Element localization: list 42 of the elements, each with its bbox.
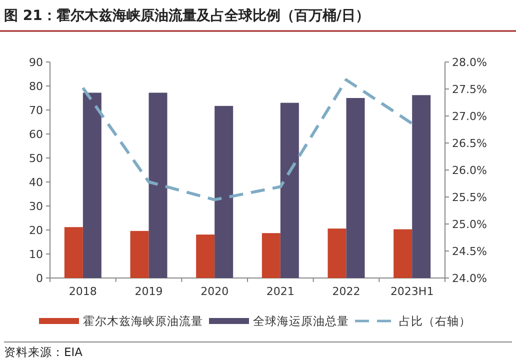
bar bbox=[196, 234, 215, 278]
bar bbox=[328, 228, 346, 278]
y2-tick-label: 25.5% bbox=[452, 191, 487, 204]
x-tick-label: 2020 bbox=[200, 285, 229, 298]
y2-tick-label: 25.0% bbox=[452, 218, 487, 231]
legend-label: 占比（右轴） bbox=[399, 314, 471, 328]
y-tick-label: 80 bbox=[29, 80, 43, 93]
bar bbox=[394, 229, 412, 278]
y-tick-label: 60 bbox=[29, 128, 43, 141]
legend-label: 霍尔木兹海峡原油流量 bbox=[83, 314, 203, 328]
y-tick-label: 70 bbox=[29, 104, 43, 117]
y-tick-label: 20 bbox=[29, 224, 43, 237]
bar bbox=[214, 106, 234, 278]
y2-tick-label: 24.5% bbox=[452, 245, 487, 258]
y-tick-label: 10 bbox=[29, 248, 43, 261]
bar bbox=[346, 98, 365, 278]
y-tick-label: 30 bbox=[29, 200, 43, 213]
y2-tick-label: 27.5% bbox=[452, 83, 487, 96]
y2-tick-label: 27.0% bbox=[452, 110, 487, 123]
bar bbox=[130, 230, 149, 278]
x-tick-label: 2018 bbox=[68, 285, 97, 298]
bar bbox=[148, 92, 168, 278]
y-tick-label: 40 bbox=[29, 176, 43, 189]
y2-tick-label: 26.5% bbox=[452, 137, 487, 150]
y-tick-label: 0 bbox=[36, 272, 43, 285]
y-tick-label: 50 bbox=[29, 152, 43, 165]
bar bbox=[280, 102, 299, 278]
bar bbox=[262, 233, 280, 278]
x-tick-label: 2019 bbox=[134, 285, 163, 298]
bar bbox=[82, 92, 102, 278]
bar bbox=[412, 95, 431, 278]
chart-title: 图 21：霍尔木兹海峡原油流量及占全球比例（百万桶/日） bbox=[4, 7, 370, 24]
x-tick-label: 2023H1 bbox=[390, 285, 434, 298]
text: 资料来源：EIA bbox=[4, 345, 83, 359]
y2-tick-label: 24.0% bbox=[452, 272, 487, 285]
x-tick-label: 2021 bbox=[266, 285, 294, 298]
legend-label: 全球海运原油总量 bbox=[253, 314, 349, 328]
x-tick-label: 2022 bbox=[332, 285, 360, 298]
y2-tick-label: 26.0% bbox=[452, 164, 487, 177]
y-tick-label: 90 bbox=[29, 56, 43, 69]
bar bbox=[64, 227, 83, 278]
y2-tick-label: 28.0% bbox=[452, 56, 487, 69]
